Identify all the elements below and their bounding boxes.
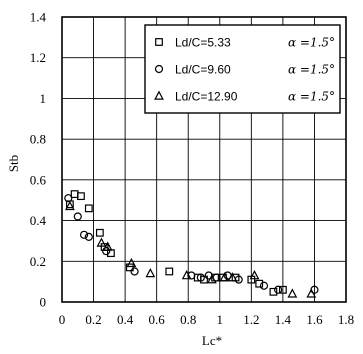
triangle-marker (306, 288, 317, 298)
square-marker (70, 190, 79, 199)
legend-alpha-label: α =1.5° (288, 63, 335, 77)
y-axis-label: Stb (6, 155, 21, 172)
x-tick-labels: 0 0.2 0.4 0.6 0.8 1 1.2 1.4 1.6 1.8 (59, 312, 354, 327)
x-tick-label: 1 (217, 312, 224, 327)
legend-square-marker (155, 38, 163, 46)
x-tick-label: 1.8 (338, 312, 354, 327)
triangle-marker (64, 200, 75, 211)
square-marker (269, 287, 278, 296)
legend-box (144, 24, 341, 114)
triangle-marker (96, 237, 107, 247)
triangle-marker (206, 274, 217, 284)
y-tick-labels: 0 0.2 0.4 0.6 0.8 1 1.2 1.4 (30, 10, 47, 310)
x-tick-label: 0 (59, 312, 66, 327)
legend-alpha-label: α =1.5° (288, 36, 335, 50)
legend-circle-marker (154, 64, 164, 74)
triangle-marker (145, 268, 156, 278)
data-markers (64, 190, 319, 298)
x-tick-label: 1.4 (275, 312, 292, 327)
square-marker (77, 192, 85, 201)
plot-frame (61, 16, 347, 303)
triangle-marker (219, 272, 230, 282)
x-tick-label: 0.8 (180, 312, 196, 327)
x-tick-label: 0.4 (117, 312, 134, 327)
circle-marker (259, 281, 269, 290)
legend-entry-label: Ld/C=12.90 (175, 90, 238, 104)
legend-entry-label: Ld/C=5.33 (175, 36, 231, 50)
circle-marker (130, 267, 139, 276)
triangle-marker (227, 272, 238, 282)
y-tick-label: 0.8 (30, 132, 46, 147)
circle-marker (196, 273, 205, 282)
y-tick-label: 0.2 (30, 254, 46, 269)
circle-marker (73, 212, 82, 221)
circle-marker (79, 230, 89, 239)
x-axis-label: Lc* (202, 333, 222, 348)
triangle-marker (181, 270, 192, 280)
legend-triangle-marker (154, 90, 164, 100)
x-tick-label: 0.6 (149, 312, 166, 327)
x-tick-label: 0.2 (85, 312, 101, 327)
legend-alpha-label: α =1.5° (288, 90, 335, 104)
x-tick-label: 1.6 (306, 312, 323, 327)
triangle-marker (287, 288, 298, 298)
square-marker (165, 267, 174, 276)
square-marker (255, 279, 264, 288)
square-marker (95, 228, 104, 237)
y-tick-label: 0 (40, 295, 47, 310)
circle-marker (64, 194, 73, 203)
y-tick-label: 1.4 (30, 10, 47, 25)
x-tick-label: 1.2 (243, 312, 259, 327)
square-marker (84, 204, 93, 213)
legend: Ld/C=5.33 α =1.5° Ld/C=9.60 α =1.5° Ld/C=12.… (154, 36, 335, 104)
legend-entry-label: Ld/C=9.60 (175, 63, 231, 77)
triangle-marker (102, 241, 113, 251)
y-tick-label: 1.2 (30, 50, 46, 65)
circle-marker (84, 232, 93, 241)
y-tick-label: 0.6 (30, 172, 47, 187)
circle-marker (102, 247, 111, 256)
triangle-marker (249, 270, 260, 280)
circle-marker (274, 285, 283, 294)
square-marker (278, 285, 287, 294)
y-tick-label: 1 (40, 91, 47, 106)
square-marker (125, 263, 134, 272)
y-tick-label: 0.4 (30, 213, 47, 228)
triangle-marker (126, 257, 137, 268)
